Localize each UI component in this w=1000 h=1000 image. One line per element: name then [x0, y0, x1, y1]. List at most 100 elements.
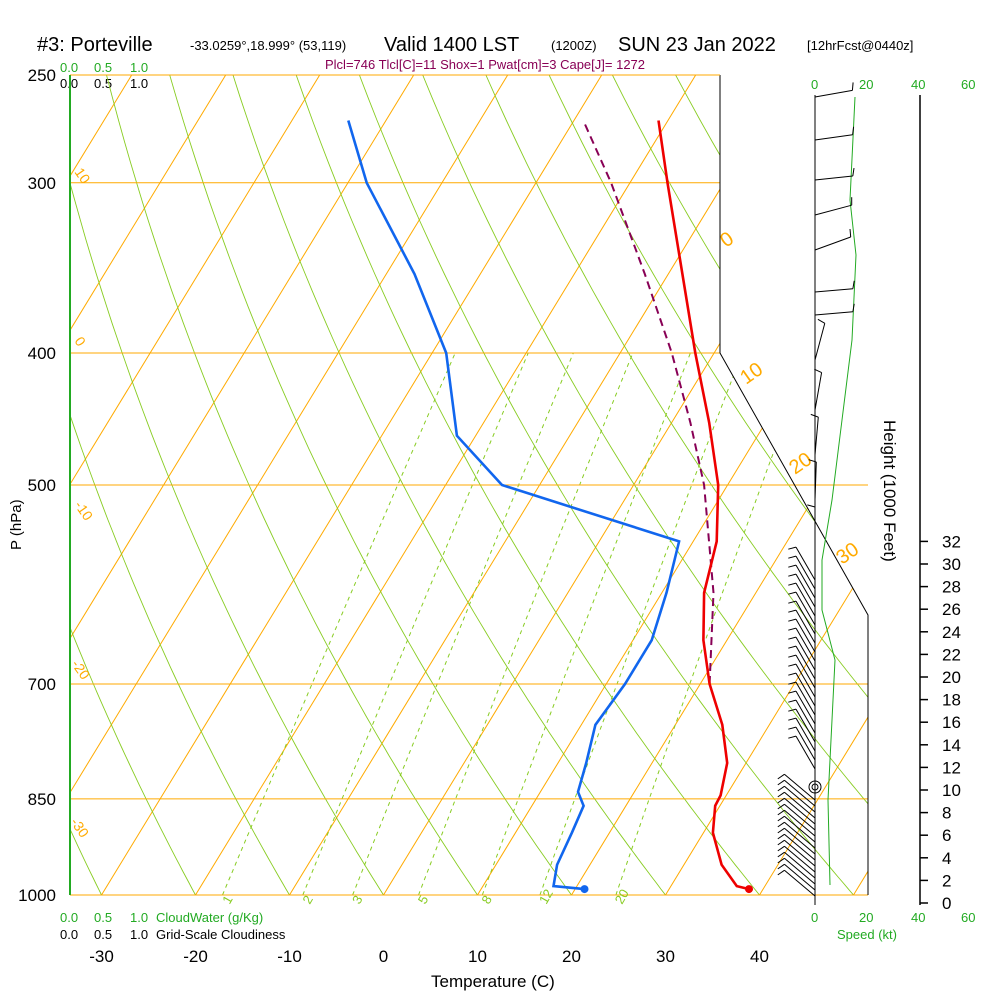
- pressure-label: 500: [28, 476, 56, 495]
- wind-barb-flag: [788, 636, 797, 640]
- wind-barb-flag: [808, 459, 817, 463]
- height-tick-label: 26: [942, 600, 961, 619]
- cloudwater-label: CloudWater (g/Kg): [156, 910, 263, 925]
- speed-bot-60: 60: [961, 910, 975, 925]
- isotherm-label: 10: [736, 358, 767, 389]
- dry-adiabat-line: [0, 75, 8, 895]
- wind-barb-flag: [852, 303, 855, 312]
- temperature-tick-label: -20: [183, 947, 208, 966]
- calm-wind-marker: [808, 780, 822, 794]
- dry-adiabat-line: [358, 75, 854, 895]
- wind-barb-flag: [777, 785, 785, 792]
- wind-barb: [795, 663, 816, 698]
- wind-barb: [814, 372, 823, 411]
- mixing-ratio-label: 12: [536, 886, 556, 906]
- top-cw-tick-0: 0.0: [60, 60, 78, 75]
- bot-cw-tick-2: 1.0: [130, 910, 148, 925]
- wind-barb: [795, 717, 816, 752]
- isotherm-line: [853, 75, 868, 895]
- bottom-cloudwater-scale: 0.0 0.5 1.0 CloudWater (g/Kg): [60, 910, 263, 925]
- wind-barb: [795, 699, 816, 734]
- wind-barb-flag: [788, 609, 797, 613]
- speed-top-60: 60: [961, 77, 975, 92]
- wind-barb: [795, 582, 816, 617]
- isotherm-line: [665, 75, 868, 895]
- wind-barb-flag: [788, 600, 797, 604]
- height-tick-label: 28: [942, 578, 961, 597]
- wind-barb: [814, 175, 853, 181]
- wind-barb-flag: [788, 654, 797, 658]
- wind-barb-flag: [788, 717, 797, 721]
- wind-speed-ticks-top: 0 20 40 60: [811, 77, 975, 92]
- valid-utc: (1200Z): [551, 38, 597, 53]
- wind-barb: [795, 690, 816, 725]
- isobar-lines: [70, 182, 868, 896]
- height-axis-title: Height (1000 Feet): [880, 420, 899, 562]
- wind-barb: [814, 323, 826, 361]
- wind-barb: [795, 609, 816, 644]
- wind-barb-flag: [788, 699, 797, 703]
- sounding-profiles: [347, 120, 753, 894]
- wind-barb-flag: [807, 504, 816, 508]
- wind-barb-flag: [851, 82, 854, 91]
- height-tick-label: 4: [942, 849, 951, 868]
- isotherm-label: 30: [832, 538, 863, 569]
- temperature-tick-label: -10: [277, 947, 302, 966]
- wind-barb-flag: [817, 318, 826, 324]
- wind-barb-flag: [788, 618, 797, 622]
- isotherm-label: -20: [69, 657, 94, 683]
- wind-barb: [814, 311, 853, 316]
- wind-barb-flag: [777, 839, 785, 846]
- height-tick-label: 8: [942, 804, 951, 823]
- station-coords: -33.0259°,18.999° (53,119): [190, 38, 346, 53]
- dry-adiabat-line: [70, 75, 384, 895]
- temperature-tick-label: 40: [750, 947, 769, 966]
- pressure-label: 300: [28, 174, 56, 193]
- wind-barb: [795, 735, 816, 770]
- wind-barb: [795, 627, 816, 662]
- height-tick-label: 30: [942, 555, 961, 574]
- mixing-ratio-line: [302, 352, 529, 895]
- wind-barb-flag: [788, 555, 797, 559]
- wind-barb-flag: [777, 803, 785, 810]
- wind-barb: [784, 827, 816, 855]
- wind-barb: [784, 773, 816, 801]
- wind-barb: [814, 417, 819, 456]
- wind-barb-flag: [788, 690, 797, 694]
- wind-barb: [784, 869, 816, 897]
- temperature-tick-label: 20: [562, 947, 581, 966]
- temperature-tick-label: -30: [89, 947, 114, 966]
- wind-barb-flag: [777, 809, 785, 816]
- height-tick-label: 10: [942, 781, 961, 800]
- wind-barb: [795, 555, 816, 590]
- wind-speed-ticks-bottom: 0 20 40 60 Speed (kt): [811, 910, 975, 942]
- wind-panel: [777, 82, 857, 905]
- temperature-profile: [657, 120, 750, 891]
- wind-barb-flag: [788, 681, 797, 685]
- wind-barb-flag: [788, 582, 797, 586]
- dry-adiabat-line: [992, 75, 1000, 895]
- bot-cw-tick-0: 0.0: [60, 910, 78, 925]
- wind-barb: [814, 461, 817, 501]
- wind-barb: [795, 618, 816, 653]
- mixing-ratio-line: [418, 352, 634, 895]
- height-tick-label: 6: [942, 826, 951, 845]
- top-cloudiness-scale: 0.0 0.5 1.0: [60, 76, 148, 91]
- wind-barb-flag: [788, 546, 797, 550]
- wind-barb: [814, 204, 852, 216]
- top-cw-tick-1: 0.5: [94, 60, 112, 75]
- pressure-label: 850: [28, 790, 56, 809]
- wind-barb: [784, 815, 816, 843]
- dry-adiabat-lines: [0, 75, 1000, 895]
- bot-cl-tick-1: 0.5: [94, 927, 112, 942]
- isotherm-label: 20: [785, 448, 816, 479]
- isotherm-label: 0: [72, 334, 90, 350]
- temperature-axis-title: Temperature (C): [431, 972, 555, 991]
- wind-barb: [784, 785, 816, 813]
- height-tick-label: 16: [942, 713, 961, 732]
- wind-barb-flag: [852, 126, 855, 135]
- pressure-axis-title: P (hPa): [8, 499, 25, 550]
- height-tick-label: 20: [942, 668, 961, 687]
- wind-barb: [784, 809, 816, 837]
- pressure-label: 1000: [18, 886, 56, 905]
